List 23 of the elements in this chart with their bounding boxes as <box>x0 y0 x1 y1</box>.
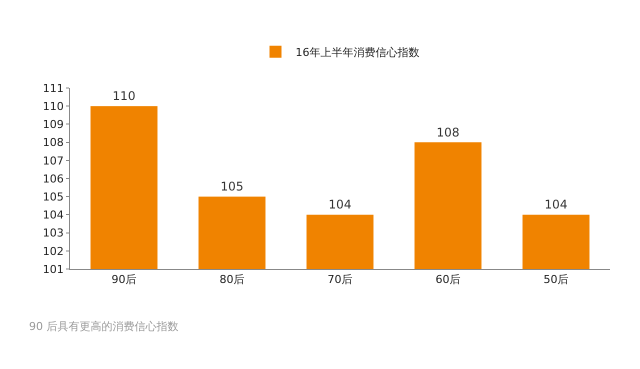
y-tick-label: 108 <box>42 136 64 150</box>
y-tick-label: 111 <box>42 82 64 95</box>
y-tick-label: 107 <box>42 154 64 168</box>
y-tick-label: 109 <box>42 118 64 132</box>
text: 90 后具有更高的消费信心指数 <box>29 320 178 333</box>
y-tick-label: 103 <box>42 226 64 240</box>
x-tick-label: 60后 <box>436 273 460 286</box>
legend-label: 16年上半年消费信心指数 <box>296 46 420 60</box>
x-tick-label: 50后 <box>544 273 568 286</box>
x-tick-label: 90后 <box>112 273 136 286</box>
y-tick-label: 110 <box>42 100 64 113</box>
x-tick-label: 80后 <box>220 273 244 286</box>
y-tick-label: 105 <box>42 190 64 204</box>
data-label: 110 <box>112 89 136 104</box>
y-tick-label: 106 <box>42 172 64 186</box>
data-label: 108 <box>436 125 460 140</box>
y-tick-label: 102 <box>42 244 64 258</box>
x-tick-label: 70后 <box>328 273 352 286</box>
data-label: 104 <box>544 198 568 212</box>
y-tick-label: 104 <box>42 208 64 222</box>
y-tick-label: 101 <box>42 262 64 276</box>
data-label: 104 <box>328 198 352 212</box>
data-label: 105 <box>220 180 244 194</box>
